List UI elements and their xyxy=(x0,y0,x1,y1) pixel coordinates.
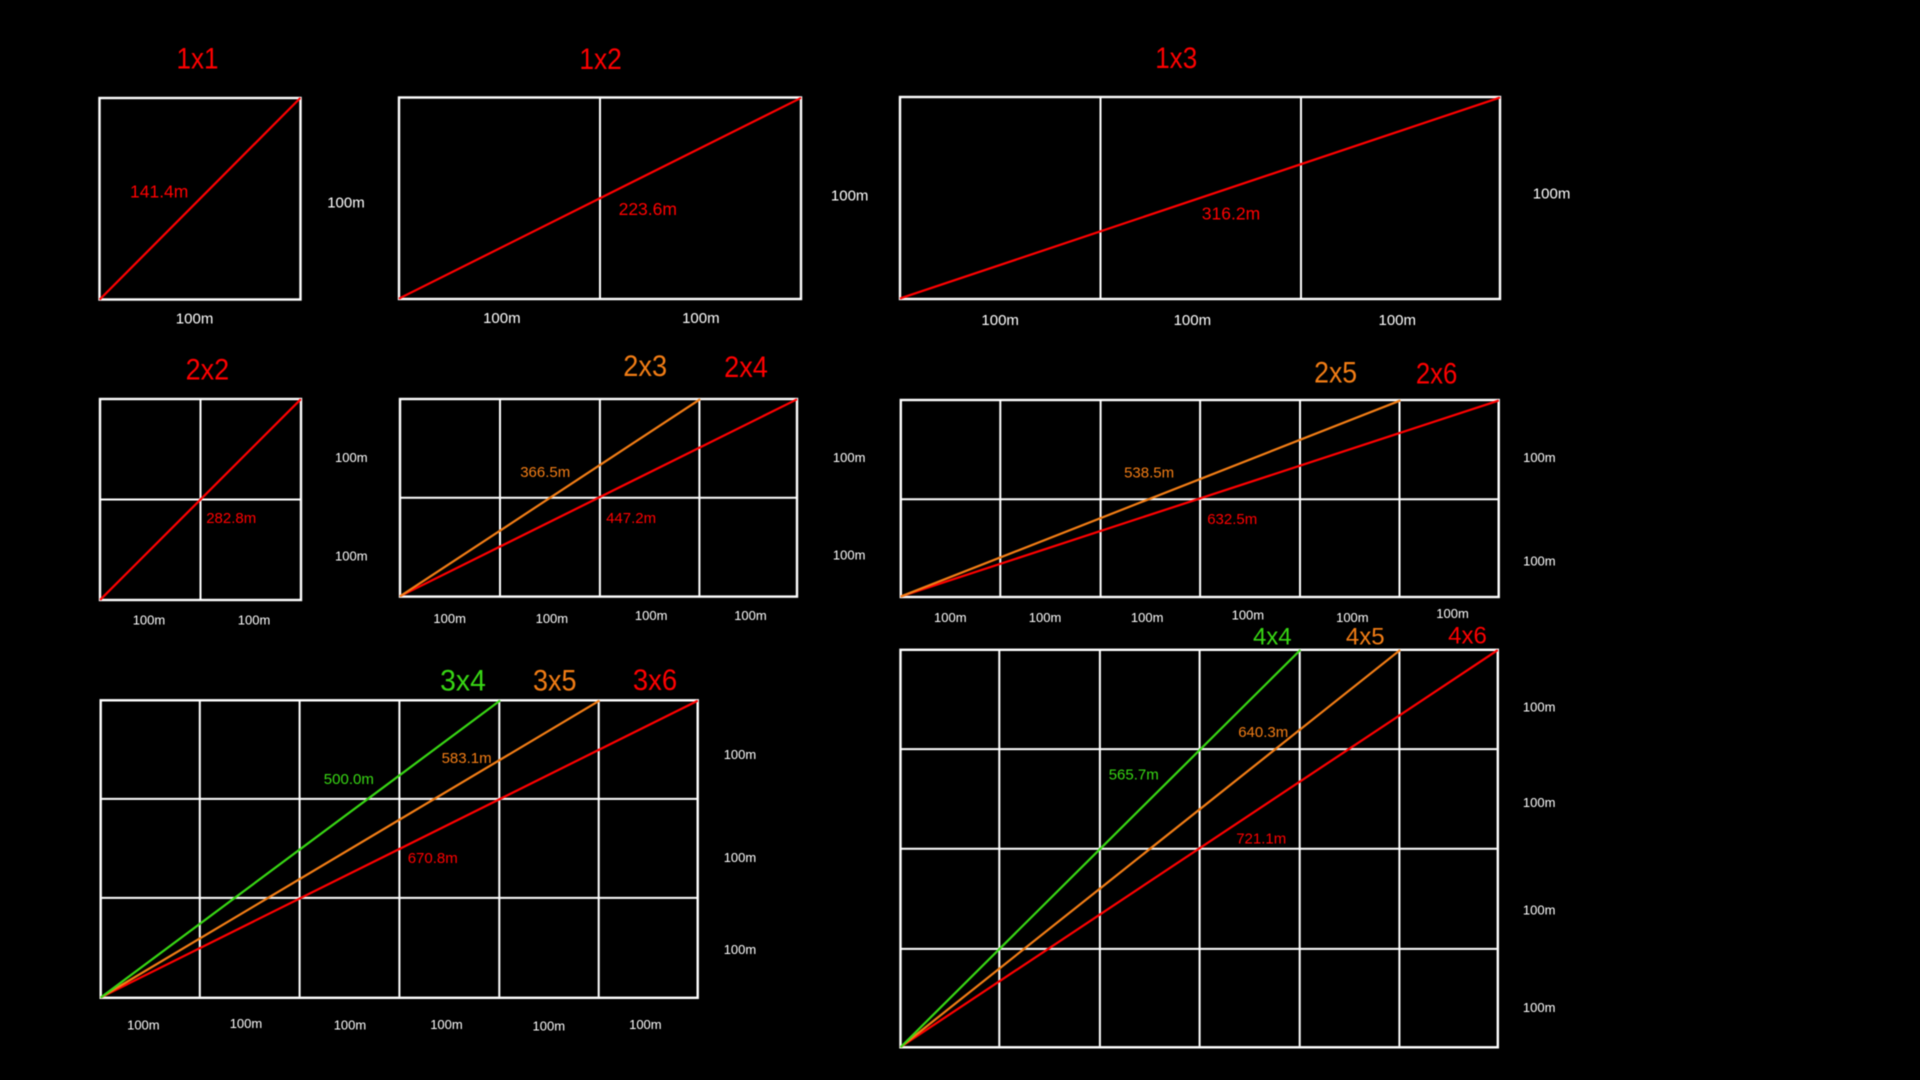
svg-text:100m: 100m xyxy=(127,1018,160,1033)
svg-text:2x3: 2x3 xyxy=(623,350,667,383)
svg-text:447.2m: 447.2m xyxy=(606,510,656,527)
svg-text:100m: 100m xyxy=(833,548,866,563)
svg-text:100m: 100m xyxy=(1533,186,1571,203)
svg-text:100m: 100m xyxy=(133,613,166,628)
svg-text:282.8m: 282.8m xyxy=(206,510,256,527)
svg-text:100m: 100m xyxy=(724,747,757,762)
svg-text:100m: 100m xyxy=(334,1018,367,1033)
svg-text:721.1m: 721.1m xyxy=(1236,831,1286,848)
svg-text:100m: 100m xyxy=(1131,610,1164,625)
svg-text:366.5m: 366.5m xyxy=(520,464,570,481)
svg-text:100m: 100m xyxy=(335,549,368,564)
svg-text:100m: 100m xyxy=(1336,610,1369,625)
svg-text:100m: 100m xyxy=(1379,312,1417,329)
svg-text:500.0m: 500.0m xyxy=(324,771,374,788)
svg-text:100m: 100m xyxy=(238,613,271,628)
svg-text:100m: 100m xyxy=(335,450,368,465)
svg-text:100m: 100m xyxy=(230,1016,263,1031)
svg-text:100m: 100m xyxy=(833,450,866,465)
svg-text:100m: 100m xyxy=(433,611,466,626)
svg-text:2x5: 2x5 xyxy=(1314,356,1357,389)
svg-text:100m: 100m xyxy=(327,194,365,211)
svg-text:3x6: 3x6 xyxy=(633,664,677,697)
svg-text:4x4: 4x4 xyxy=(1253,623,1292,650)
svg-text:100m: 100m xyxy=(1436,606,1469,621)
svg-text:1x1: 1x1 xyxy=(177,42,219,75)
svg-text:100m: 100m xyxy=(724,850,757,865)
svg-text:100m: 100m xyxy=(533,1019,566,1034)
svg-text:100m: 100m xyxy=(430,1017,463,1032)
svg-text:583.1m: 583.1m xyxy=(442,750,492,767)
svg-text:2x6: 2x6 xyxy=(1416,357,1458,390)
svg-text:141.4m: 141.4m xyxy=(130,181,188,201)
svg-text:100m: 100m xyxy=(734,608,767,623)
svg-text:538.5m: 538.5m xyxy=(1124,465,1174,482)
svg-text:100m: 100m xyxy=(1523,700,1556,715)
svg-text:100m: 100m xyxy=(831,187,869,204)
svg-text:100m: 100m xyxy=(981,312,1019,329)
svg-text:2x2: 2x2 xyxy=(186,354,230,387)
svg-text:100m: 100m xyxy=(176,310,214,327)
svg-text:4x5: 4x5 xyxy=(1346,624,1385,651)
svg-text:100m: 100m xyxy=(1523,795,1556,810)
svg-text:1x3: 1x3 xyxy=(1155,42,1197,75)
svg-text:100m: 100m xyxy=(483,310,521,327)
svg-text:1x2: 1x2 xyxy=(579,43,622,76)
svg-text:100m: 100m xyxy=(1523,903,1556,918)
svg-text:316.2m: 316.2m xyxy=(1202,203,1260,223)
svg-text:100m: 100m xyxy=(1523,553,1556,568)
svg-text:223.6m: 223.6m xyxy=(619,199,677,219)
svg-text:100m: 100m xyxy=(635,608,668,623)
svg-text:100m: 100m xyxy=(1523,1000,1556,1015)
svg-text:632.5m: 632.5m xyxy=(1207,511,1257,528)
svg-text:100m: 100m xyxy=(629,1017,662,1032)
svg-text:4x6: 4x6 xyxy=(1448,623,1487,650)
svg-text:565.7m: 565.7m xyxy=(1109,767,1159,784)
svg-text:670.8m: 670.8m xyxy=(408,850,458,867)
svg-text:100m: 100m xyxy=(536,611,569,626)
svg-text:3x4: 3x4 xyxy=(440,665,486,698)
svg-text:100m: 100m xyxy=(1174,312,1212,329)
svg-text:100m: 100m xyxy=(934,610,967,625)
svg-text:100m: 100m xyxy=(682,310,720,327)
svg-text:100m: 100m xyxy=(724,942,757,957)
svg-text:100m: 100m xyxy=(1232,608,1265,623)
svg-text:100m: 100m xyxy=(1029,610,1062,625)
svg-text:640.3m: 640.3m xyxy=(1238,724,1288,741)
svg-text:2x4: 2x4 xyxy=(724,351,768,384)
svg-text:3x5: 3x5 xyxy=(533,665,577,698)
svg-text:100m: 100m xyxy=(1523,450,1556,465)
